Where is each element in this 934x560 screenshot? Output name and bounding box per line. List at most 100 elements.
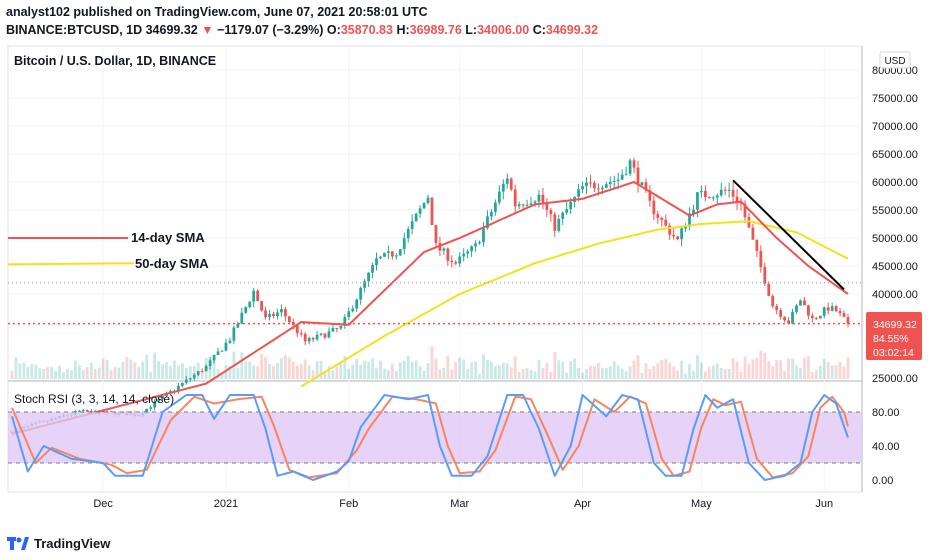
volume-bar xyxy=(276,362,279,379)
candle xyxy=(509,177,513,192)
chart-header: analyst102 published on TradingView.com,… xyxy=(0,0,934,44)
candle-body xyxy=(252,290,256,302)
volume-bar xyxy=(145,354,149,379)
volume-bar xyxy=(77,365,81,379)
candle-body xyxy=(493,202,497,212)
candle-body xyxy=(244,307,248,313)
candle xyxy=(612,175,616,190)
volume-bar xyxy=(493,366,497,379)
volume-bar xyxy=(18,363,22,379)
volume-bar xyxy=(280,358,283,379)
candle xyxy=(664,214,668,227)
candle-body xyxy=(264,310,267,318)
volume-bar xyxy=(42,369,46,379)
volume-bar xyxy=(727,368,731,379)
candle-body xyxy=(212,354,216,361)
volume-bar xyxy=(462,359,466,379)
candle-body xyxy=(636,167,640,185)
stoch-band xyxy=(8,412,862,463)
volume-bar xyxy=(672,366,676,379)
volume-bar xyxy=(248,361,252,379)
high-value: 36989.76 xyxy=(409,23,462,37)
candle-body xyxy=(727,189,731,191)
candle-body xyxy=(846,317,850,324)
candle xyxy=(422,202,426,209)
chart-svg[interactable]: 0.00 40.00 80.00 25000.00 40000.00 45000.00 5… xyxy=(0,44,934,524)
candle xyxy=(462,248,466,262)
candle-body xyxy=(652,200,656,215)
volume-bar xyxy=(723,368,727,379)
volume-bar xyxy=(799,367,802,379)
volume-bar xyxy=(426,363,430,379)
candle xyxy=(307,336,311,345)
candle-body xyxy=(795,305,798,312)
candle-body xyxy=(177,385,180,391)
volume-bar xyxy=(375,367,378,379)
close-value: 34699.32 xyxy=(545,23,599,37)
candle xyxy=(458,252,462,267)
volume-bar xyxy=(743,356,747,379)
candle-body xyxy=(731,189,735,197)
stoch-tick-label: 40.00 xyxy=(872,441,900,453)
volume-bar xyxy=(26,366,30,379)
volume-bar xyxy=(763,352,767,379)
candle xyxy=(806,304,810,320)
volume-bar xyxy=(521,369,525,379)
candle xyxy=(434,224,438,249)
candle-body xyxy=(307,337,311,342)
candle-body xyxy=(668,225,672,235)
currency-button-frame[interactable] xyxy=(879,51,911,69)
volume-bar xyxy=(418,366,422,379)
candle-body xyxy=(256,290,260,302)
sma50-annotation: 50-day SMA xyxy=(135,256,209,271)
candle-body xyxy=(810,315,814,318)
volume-bar xyxy=(490,361,493,379)
volume-bar xyxy=(838,361,842,379)
volume-bar xyxy=(192,365,196,379)
candle-body xyxy=(771,295,775,307)
candle xyxy=(501,179,505,200)
volume-bar xyxy=(680,360,683,379)
candle xyxy=(672,227,676,240)
sma50-annotation-line xyxy=(7,262,135,266)
candle-body xyxy=(276,312,279,317)
candle xyxy=(719,182,723,197)
chart-title: Bitcoin / U.S. Dollar, 1D, BINANCE xyxy=(14,54,216,68)
candle xyxy=(454,260,458,266)
candle xyxy=(410,214,414,235)
candle-body xyxy=(767,283,771,296)
candle-body xyxy=(648,190,652,201)
volume-bar xyxy=(109,370,113,379)
candle-body xyxy=(755,239,759,251)
candle xyxy=(390,251,394,260)
candle xyxy=(505,173,509,189)
candle xyxy=(331,324,335,333)
candle xyxy=(763,262,767,286)
volume-bar xyxy=(14,357,18,379)
volume-bar xyxy=(787,358,790,379)
volume-bar xyxy=(517,372,521,379)
candle-body xyxy=(149,407,153,409)
candle xyxy=(418,205,422,219)
candle xyxy=(493,199,497,216)
candle xyxy=(355,298,359,313)
volume-bar xyxy=(240,352,244,379)
currency-button[interactable]: USD xyxy=(884,56,905,67)
candle-body xyxy=(830,306,834,311)
candle-body xyxy=(676,236,680,240)
candle xyxy=(287,315,291,324)
candle xyxy=(323,332,327,340)
volume-bar xyxy=(402,360,406,379)
volume-bar xyxy=(731,358,735,379)
volume-bar xyxy=(842,366,846,379)
candle xyxy=(371,262,374,279)
candle xyxy=(822,306,826,319)
candle xyxy=(814,317,818,321)
candle xyxy=(85,409,89,413)
volume-bar xyxy=(287,357,291,379)
candle-body xyxy=(402,238,406,250)
candle-body xyxy=(109,411,113,413)
volume-bar xyxy=(153,352,157,379)
chart-frame[interactable]: 0.00 40.00 80.00 25000.00 40000.00 45000.00 5… xyxy=(0,44,934,524)
price-tag xyxy=(866,312,922,360)
